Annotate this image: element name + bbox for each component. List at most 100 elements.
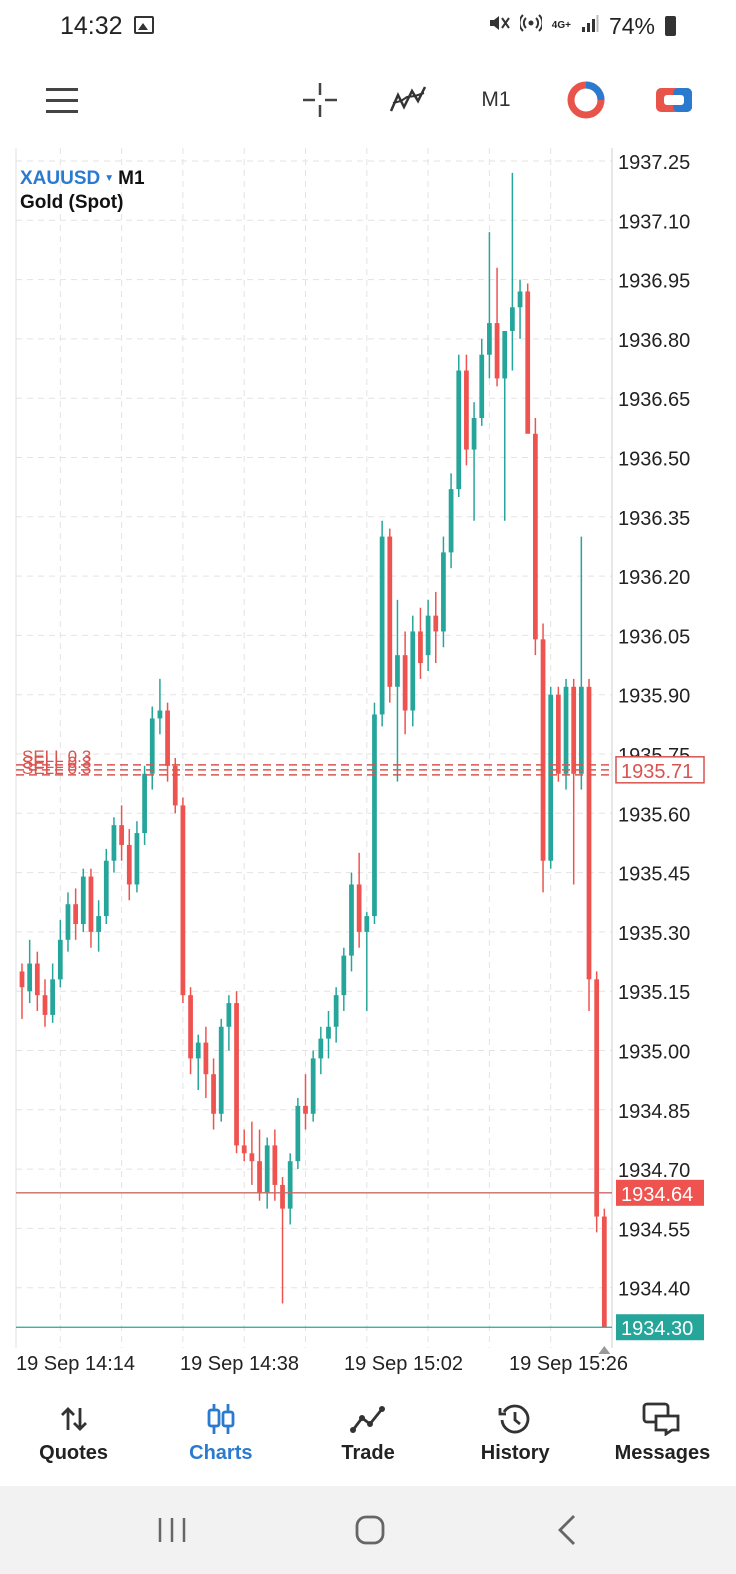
candle-body	[318, 1038, 324, 1059]
ask-price-tag	[616, 1179, 704, 1206]
candle-body	[65, 904, 71, 940]
candle-body	[441, 552, 446, 632]
status-bar: 14:32 4G+ 74%	[0, 0, 736, 52]
candle-body	[188, 995, 193, 1059]
back-icon	[558, 1515, 575, 1545]
candle-body	[27, 963, 33, 992]
nav-trade-label: Trade	[341, 1441, 395, 1464]
candle-body	[42, 995, 48, 1015]
candle-body	[456, 370, 462, 490]
candle-body	[364, 916, 370, 932]
candle-body	[241, 1145, 247, 1154]
bid-price-tag	[616, 1314, 704, 1341]
price-chart[interactable]: 1937.25 1937.10 1936.95 1936.80 1936.65 1936.…	[0, 148, 736, 1378]
recents-icon	[158, 1518, 186, 1542]
battery-icon	[665, 16, 676, 36]
candle-body	[586, 686, 592, 980]
nav-history-label: History	[480, 1441, 550, 1464]
chart-area[interactable]: 1937.25 1937.10 1936.95 1936.80 1936.65 1936.…	[0, 148, 736, 1378]
x-tick-label: 19 Sep 14:14	[16, 1353, 135, 1375]
candle-body	[341, 955, 347, 996]
candle-body	[517, 291, 523, 308]
nav-charts[interactable]: Charts	[147, 1380, 294, 1486]
status-time: 14:32	[60, 12, 123, 40]
back-button[interactable]	[548, 1510, 588, 1550]
timeframe-button[interactable]: M1	[481, 88, 511, 111]
trade-icon	[350, 1405, 385, 1433]
history-icon	[498, 1404, 530, 1433]
candle-body	[218, 1026, 224, 1114]
system-navigation-bar	[0, 1486, 736, 1574]
chart-symbol-label[interactable]: XAUUSD ▼ M1	[20, 168, 145, 190]
symbol-name[interactable]: XAUUSD	[20, 168, 101, 189]
candle-body	[203, 1042, 209, 1075]
order-label: SELL 0.3	[22, 753, 91, 772]
quotes-icon	[60, 1406, 87, 1431]
order-label: SELL 0.3	[22, 759, 91, 778]
candle-body	[464, 370, 469, 450]
y-tick-label: 1936.95	[618, 271, 690, 293]
indicators-button[interactable]	[386, 60, 430, 140]
crosshair-icon	[303, 83, 337, 117]
signal-icon	[581, 13, 599, 39]
battery-percent: 74%	[608, 12, 655, 39]
candle-body	[410, 631, 416, 711]
candle-body	[349, 884, 354, 956]
candle-body	[425, 615, 431, 656]
menu-button[interactable]	[40, 60, 84, 140]
crosshair-button[interactable]	[298, 60, 342, 140]
candle-body	[111, 825, 117, 861]
candle-body	[487, 323, 492, 355]
y-tick-label: 1937.25	[618, 152, 690, 174]
network-type: 4G+	[551, 20, 571, 31]
candle-body	[257, 1161, 262, 1193]
y-tick-label: 1935.30	[618, 923, 690, 945]
candle-body	[34, 963, 40, 996]
y-tick-label: 1935.45	[618, 864, 690, 886]
nav-trade[interactable]: Trade	[294, 1380, 441, 1486]
candle-body	[134, 833, 140, 885]
y-tick-label: 1936.20	[618, 567, 690, 589]
recents-button[interactable]	[152, 1510, 192, 1550]
one-click-trade-button[interactable]	[652, 60, 696, 140]
nav-quotes[interactable]: Quotes	[0, 1380, 147, 1486]
nav-history[interactable]: History	[442, 1380, 589, 1486]
y-tick-label: 1936.65	[618, 389, 690, 411]
ask-price-tag-label: 1934.64	[621, 1184, 693, 1206]
symbol-timeframe: M1	[118, 168, 145, 189]
symbol-dropdown-icon[interactable]: ▼	[104, 173, 115, 185]
objects-icon	[567, 81, 605, 119]
status-right: 4G+ 74%	[488, 12, 676, 40]
messages-icon	[643, 1402, 680, 1436]
candle-body	[379, 536, 385, 715]
menu-icon	[46, 84, 78, 117]
candle-body	[287, 1161, 293, 1209]
candle-body	[142, 773, 147, 834]
candle-body	[234, 1003, 239, 1146]
mute-icon	[488, 13, 510, 39]
one-click-trade-icon	[656, 88, 692, 112]
candle-body	[88, 876, 94, 932]
gallery-notification-icon	[134, 16, 154, 34]
home-button[interactable]	[350, 1510, 390, 1550]
y-tick-label: 1936.50	[618, 449, 690, 471]
candle-body	[195, 1042, 201, 1059]
objects-button[interactable]	[564, 60, 608, 140]
candle-body	[272, 1145, 278, 1185]
candle-body	[165, 710, 170, 766]
candle-body	[57, 939, 63, 980]
candle-body	[19, 971, 25, 988]
candle-body	[533, 433, 538, 640]
bid-price-tag-label: 1934.30	[621, 1318, 693, 1340]
nav-messages[interactable]: Messages	[589, 1380, 736, 1486]
candle-body	[303, 1105, 308, 1114]
y-tick-label: 1935.60	[618, 804, 690, 826]
chart-toolbar: M1	[0, 60, 736, 140]
candle-body	[310, 1058, 316, 1114]
candle-body	[119, 825, 124, 845]
y-tick-label: 1937.10	[618, 211, 690, 233]
candle-body	[479, 354, 485, 418]
candle-body	[433, 615, 439, 632]
candle-body	[471, 417, 477, 450]
candle-body	[548, 694, 554, 861]
